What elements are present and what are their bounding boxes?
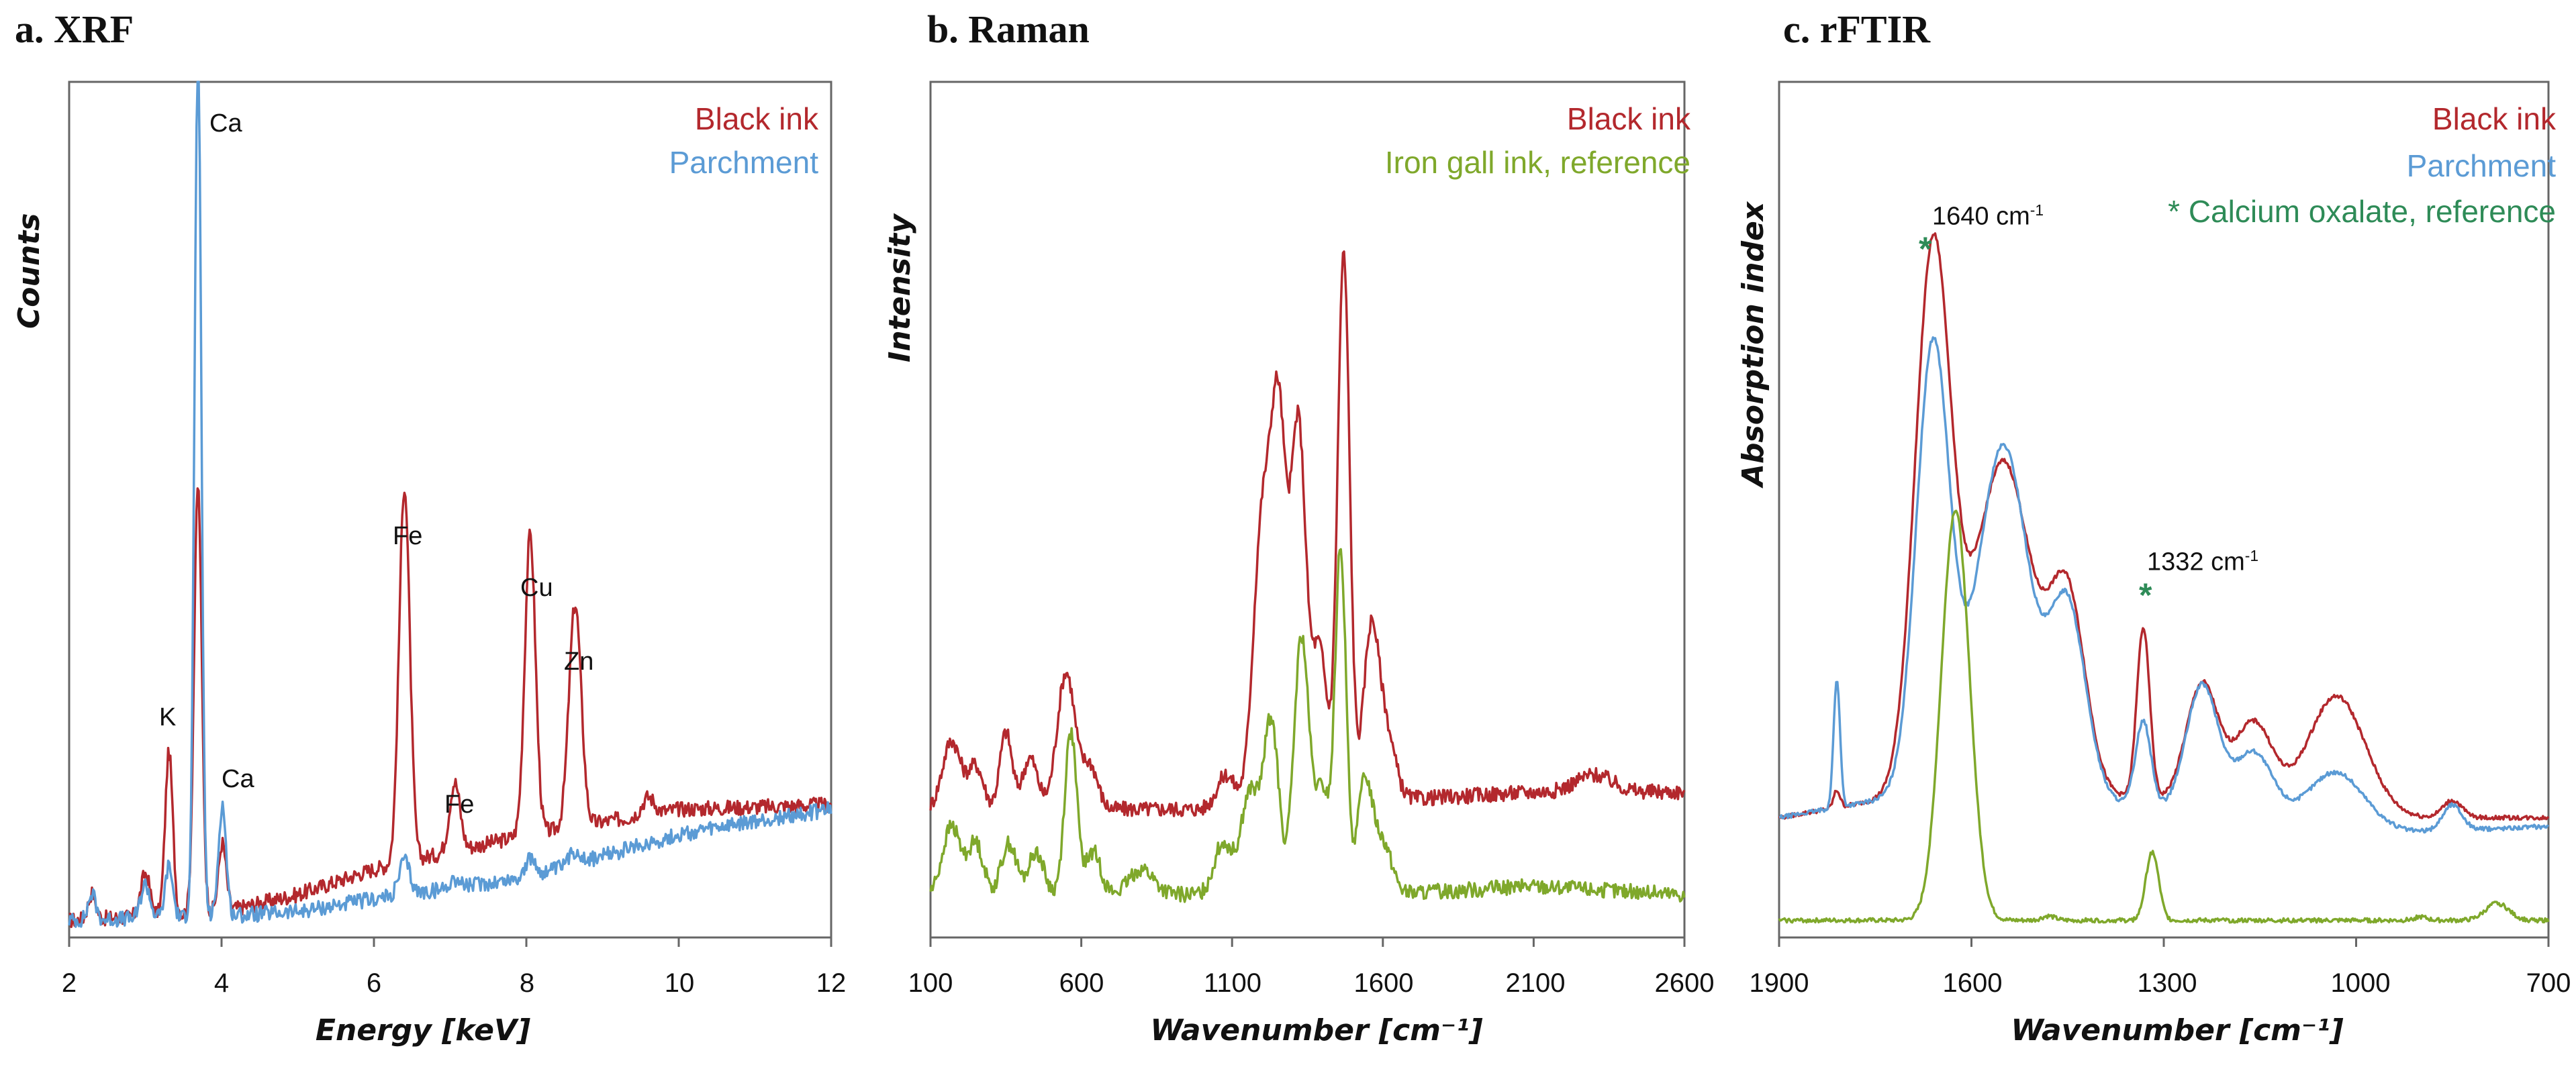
x-axis-label: Wavenumber [cm⁻¹] [2011, 1013, 2344, 1048]
xrf-plot [68, 81, 832, 947]
series-line-calcium-oxalate-reference [1778, 509, 2550, 924]
peak-label-fe: Fe [393, 522, 423, 550]
legend-black-ink: Black ink [1566, 101, 1690, 136]
peak-label-fe-secondary: Fe [444, 791, 475, 819]
x-tick-label: 10 [664, 968, 695, 998]
legend-parchment: Parchment [669, 145, 818, 180]
peak-annotation-unit: -1 [2244, 547, 2259, 564]
series-line-black-ink [929, 250, 1686, 817]
x-tick-label: 12 [816, 968, 847, 998]
xrf-panel: a. XRF Counts 2 4 6 8 10 12 Energy [keV]… [0, 0, 859, 1069]
x-tick-label: 6 [366, 968, 382, 998]
x-tick-label: 1000 [2330, 968, 2391, 998]
series-line-black-ink [1778, 232, 2550, 821]
plot-frame [929, 81, 1686, 939]
chart-title: b. Raman [927, 7, 1090, 51]
legend-calcium-oxalate: * Calcium oxalate, reference [2168, 194, 2556, 229]
legend-black-ink: Black ink [2432, 101, 2556, 136]
series-line-parchment [1778, 336, 2549, 834]
rftir-panel: c. rFTIR Absorption index 1900 1600 1300… [1717, 0, 2576, 1069]
peak-label-zn: Zn [564, 648, 594, 676]
x-axis-label: Wavenumber [cm⁻¹] [1150, 1013, 1483, 1048]
x-axis-label: Energy [keV] [315, 1013, 531, 1048]
x-tick-label: 1900 [1749, 968, 1809, 998]
peak-label-cu: Cu [520, 574, 553, 602]
x-tick-label: 2 [61, 968, 77, 998]
peak-label-ca-secondary: Ca [222, 765, 254, 793]
peak-marker-star: * [2139, 576, 2152, 614]
peak-annotation-text: 1640 cm [1932, 202, 2030, 231]
x-tick-label: 600 [1059, 968, 1104, 998]
legend-iron-gall-ink: Iron gall ink, reference [1384, 145, 1690, 180]
legend-parchment: Parchment [2406, 148, 2556, 183]
peak-annotation-text: 1332 cm [2147, 548, 2245, 576]
x-tick-label: 2600 [1654, 968, 1715, 998]
x-tick-label: 1600 [1353, 968, 1414, 998]
chart-title: a. XRF [15, 7, 134, 51]
series-line-parchment [68, 81, 832, 928]
x-tick-label: 1600 [1942, 968, 2003, 998]
x-tick-label: 700 [2526, 968, 2571, 998]
peak-annotation-1332: 1332 cm-1 [2147, 547, 2258, 577]
plot-frame [68, 81, 832, 939]
series-line-black-ink [68, 487, 832, 928]
raman-panel: b. Raman Intensity 100 600 1100 1600 210… [859, 0, 1717, 1069]
x-tick-label: 2100 [1505, 968, 1566, 998]
x-tick-label: 8 [519, 968, 535, 998]
peak-annotation-1640: 1640 cm-1 [1932, 201, 2044, 232]
chart-title: c. rFTIR [1783, 7, 1931, 51]
x-tick-label: 100 [908, 968, 953, 998]
x-tick-label: 4 [213, 968, 230, 998]
x-tick-label: 1300 [2137, 968, 2197, 998]
peak-label-k: K [159, 703, 177, 731]
peak-annotation-unit: -1 [2030, 201, 2044, 219]
series-line-iron-gall-ink-reference [929, 548, 1686, 903]
peak-label-ca: Ca [209, 109, 242, 138]
legend-black-ink: Black ink [694, 101, 818, 136]
peak-marker-star: * [1919, 230, 1932, 268]
raman-plot [929, 81, 1686, 947]
rftir-plot [1778, 81, 2550, 947]
x-tick-label: 1100 [1203, 968, 1262, 998]
